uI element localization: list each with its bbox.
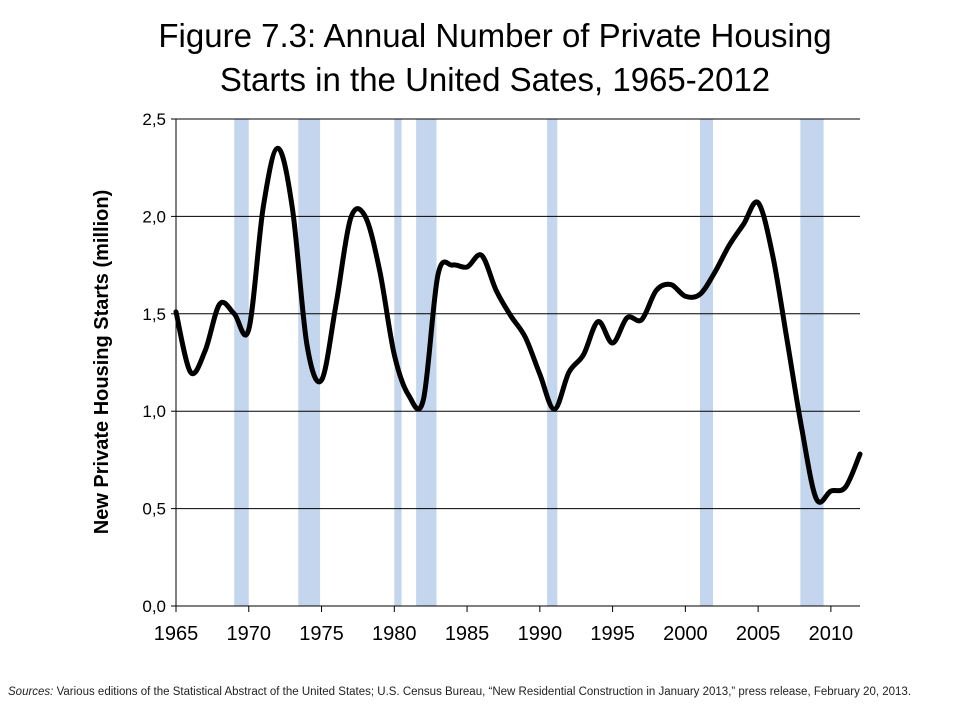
data-point-1979 bbox=[377, 268, 382, 274]
data-point-1984 bbox=[450, 262, 455, 268]
gridlines bbox=[176, 118, 860, 510]
shaded-period-6 bbox=[699, 119, 714, 606]
sources-note: Sources: Various editions of the Statist… bbox=[8, 684, 952, 700]
series-line-1 bbox=[173, 145, 863, 505]
data-point-1987 bbox=[493, 288, 499, 293]
data-point-1982 bbox=[421, 397, 426, 402]
data-point-2000 bbox=[683, 294, 688, 299]
x-tick-label: 2000 bbox=[663, 623, 708, 645]
data-point-1976 bbox=[333, 301, 339, 307]
x-tick-label: 1970 bbox=[227, 623, 272, 645]
data-point-2002 bbox=[712, 270, 717, 276]
data-point-1991 bbox=[552, 407, 557, 412]
shaded-period-5 bbox=[547, 119, 558, 606]
data-point-2004 bbox=[741, 221, 746, 227]
x-tick-label: 2010 bbox=[809, 623, 854, 645]
y-axis-label: New Private Housing Starts (million) bbox=[91, 190, 113, 535]
data-point-1973 bbox=[290, 206, 295, 211]
data-point-2007 bbox=[785, 338, 790, 344]
data-point-1968 bbox=[217, 301, 222, 307]
data-point-2001 bbox=[697, 292, 703, 297]
y-tick-label: 0,5 bbox=[142, 500, 166, 519]
chart-title: Figure 7.3: Annual Number of Private Hou… bbox=[60, 14, 930, 102]
data-series bbox=[173, 145, 863, 505]
data-point-1996 bbox=[624, 315, 630, 320]
data-point-1990 bbox=[537, 371, 543, 377]
data-point-1985 bbox=[464, 264, 470, 270]
x-tick-label: 2005 bbox=[736, 623, 781, 645]
data-point-1998 bbox=[654, 288, 659, 293]
data-point-1989 bbox=[523, 334, 528, 340]
data-point-1983 bbox=[435, 272, 441, 278]
data-point-1969 bbox=[232, 311, 237, 316]
data-point-1978 bbox=[362, 214, 368, 219]
sources-label: Sources: bbox=[8, 686, 54, 698]
data-point-1999 bbox=[668, 282, 674, 287]
data-point-2003 bbox=[726, 243, 732, 248]
data-point-2010 bbox=[828, 488, 834, 494]
data-point-1986 bbox=[479, 253, 484, 258]
data-point-1980 bbox=[392, 352, 397, 357]
shaded-period-1 bbox=[234, 119, 249, 606]
x-tick-label: 1975 bbox=[299, 623, 344, 645]
x-tick-label: 1990 bbox=[518, 623, 563, 645]
data-point-1981 bbox=[406, 393, 412, 398]
data-point-2008 bbox=[799, 426, 804, 431]
chart-title-line-2: Starts in the United Sates, 1965-2012 bbox=[219, 61, 771, 98]
data-point-1966 bbox=[188, 370, 193, 375]
data-point-1971 bbox=[261, 204, 266, 209]
x-tick-label: 1985 bbox=[445, 623, 490, 645]
data-point-1977 bbox=[348, 216, 353, 221]
shaded-period-7 bbox=[800, 119, 824, 606]
data-point-1993 bbox=[581, 352, 586, 357]
data-point-1970 bbox=[246, 327, 251, 332]
data-point-1967 bbox=[202, 348, 208, 354]
data-point-2011 bbox=[843, 484, 848, 490]
y-tick-label: 1,0 bbox=[142, 402, 166, 421]
y-tick-label: 0,0 bbox=[142, 597, 166, 616]
data-point-2006 bbox=[770, 253, 775, 258]
data-point-1994 bbox=[595, 319, 601, 324]
data-point-1965 bbox=[173, 309, 179, 315]
data-point-2005 bbox=[755, 200, 761, 205]
sources-text: Various editions of the Statistical Abst… bbox=[53, 686, 912, 698]
data-point-1975 bbox=[319, 377, 324, 383]
recession-shading bbox=[234, 119, 824, 606]
y-tick-label: 2,0 bbox=[142, 207, 166, 226]
chart-title-line-1: Figure 7.3: Annual Number of Private Hou… bbox=[158, 17, 832, 54]
data-point-1995 bbox=[610, 340, 615, 346]
data-point-1997 bbox=[639, 317, 644, 322]
data-point-2012 bbox=[857, 451, 863, 457]
y-tick-label: 1,5 bbox=[142, 305, 166, 324]
x-tick-label: 1995 bbox=[590, 623, 635, 645]
data-point-1992 bbox=[566, 370, 572, 375]
x-tick-label: 1980 bbox=[372, 623, 417, 645]
data-point-1974 bbox=[304, 342, 310, 348]
data-point-2009 bbox=[814, 496, 819, 502]
axes bbox=[171, 118, 860, 612]
data-point-1972 bbox=[275, 146, 281, 151]
tick-labels: 0,0 0,5 1,0 1,5 2,0 2,5 1965 1970 1975 1980 1985 19… bbox=[142, 110, 853, 645]
data-point-1988 bbox=[508, 313, 513, 318]
y-tick-label: 2,5 bbox=[142, 110, 166, 129]
x-tick-label: 1965 bbox=[154, 623, 199, 645]
